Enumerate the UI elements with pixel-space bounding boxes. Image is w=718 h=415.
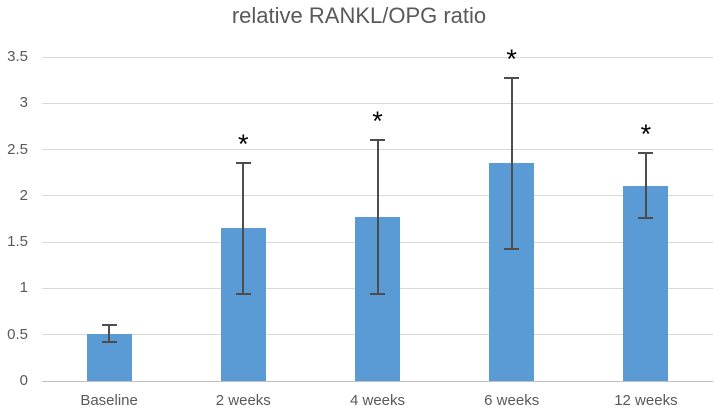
y-axis-tick-label: 2 [19,186,28,204]
chart-title: relative RANKL/OPG ratio [231,3,487,28]
error-bar-cap-bottom [101,341,117,344]
x-axis-category-label: 6 weeks [484,392,540,409]
gridline [42,102,713,104]
y-axis-tick-label: 1 [19,279,28,297]
y-axis-tick-label: 3 [19,94,28,112]
error-bar-line [644,153,647,219]
x-axis-category-label: Baseline [80,392,138,409]
significance-marker: * [640,119,652,150]
x-axis-category-label: 2 weeks [215,392,271,409]
x-axis-category-label: 12 weeks [614,392,678,409]
error-bar-line [108,325,111,343]
error-bar-cap-top [370,139,385,142]
y-axis-tick-label: 0 [19,372,28,389]
y-axis-tick-label: 2.5 [7,140,28,158]
error-bar-cap-bottom [370,292,385,295]
y-axis-tick-label: 0.5 [7,325,28,343]
error-bar-line [510,78,513,249]
error-bar-cap-bottom [638,217,654,220]
x-axis-category-label: 4 weeks [349,392,406,409]
error-bar-line [242,162,245,294]
error-bar-cap-top [638,152,654,155]
significance-marker: * [506,44,517,75]
y-axis-tick-label: 1.5 [7,233,28,251]
x-axis-line [42,380,713,382]
significance-marker: * [372,106,383,137]
gridline [42,56,713,58]
plot-area: 0 0.5 1 1.5 2 2.5 3 3.5 Baseline * 2 weeks * 4 weeks… [7,46,713,409]
error-bar-cap-bottom [235,292,251,295]
error-bar-cap-top [101,324,117,327]
error-bar-cap-top [235,161,251,164]
y-axis-tick-label: 3.5 [7,48,28,65]
significance-marker: * [238,128,249,159]
error-bar-cap-top [504,77,520,80]
error-bar-line [376,140,379,294]
error-bar-cap-bottom [504,247,520,250]
